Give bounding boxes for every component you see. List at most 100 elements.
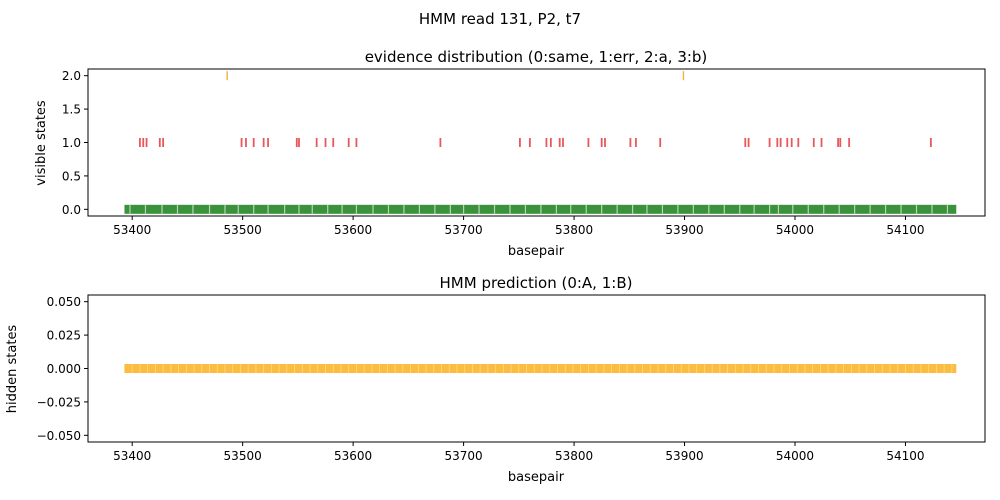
prediction-marker-edge [951,364,953,373]
x-tick-label: 54100 [886,449,924,463]
prediction-marker-edge [526,364,527,373]
prediction-marker-edge [139,364,141,373]
same-state-gap [585,204,587,214]
prediction-marker-edge [386,364,388,373]
error-point [790,138,793,147]
prediction-marker-edge [278,364,280,373]
prediction-marker-edge [247,364,249,373]
prediction-marker-edge [618,364,620,373]
same-state-gap [555,204,557,214]
prediction-marker-edge [472,364,473,373]
same-state-gap [884,204,887,214]
prediction-marker-edge [905,364,906,373]
same-state-gap [418,204,421,214]
same-state-gap [753,204,755,214]
prediction-marker-edge [533,364,535,373]
same-state-gap [915,204,918,214]
prediction-marker-edge [804,364,806,373]
error-point [837,138,839,147]
prediction-marker-edge [866,364,868,373]
same-state-gap [253,204,255,214]
prediction-marker-edge [209,364,210,373]
same-state-gap [355,204,358,214]
x-tick-label: 53600 [334,449,372,463]
prediction-marker-edge [317,364,319,373]
error-point [240,138,243,147]
prediction-y-label: hidden states [5,325,20,414]
error-point [145,138,148,147]
y-tick-label: 0.000 [47,362,81,376]
evidence-panel: evidence distribution (0:same, 1:err, 2:… [34,48,986,259]
prediction-marker-edge [781,364,783,373]
prediction-marker-edge [518,364,520,373]
same-state-gap [540,204,542,214]
x-tick-label: 53700 [444,223,482,237]
prediction-marker-edge [224,364,226,373]
prediction-marker-edge [124,364,125,373]
same-state-gap [267,204,269,214]
x-tick-label: 53900 [665,223,703,237]
error-point [519,138,521,147]
prediction-marker-edge [541,364,543,373]
a-state-point [226,71,228,81]
error-point [776,138,779,147]
error-point [604,138,606,147]
same-state-gap [208,204,211,214]
prediction-marker-edge [464,364,466,373]
prediction-marker-edge [417,364,419,373]
prediction-marker-edge [850,364,852,373]
prediction-marker-edge [742,364,744,373]
prediction-marker-edge [874,364,875,373]
same-state-gap [723,204,725,214]
error-point [562,138,564,147]
prediction-marker-edge [340,364,342,373]
prediction-marker-edge [147,364,149,373]
x-tick-label: 53800 [555,223,593,237]
error-point [245,138,247,147]
error-point [848,138,851,147]
prediction-marker-edge [193,364,195,373]
prediction-marker-edge [448,364,450,373]
same-state-gap [462,204,465,214]
prediction-marker-edge [719,364,721,373]
same-state-gap [792,204,794,214]
prediction-marker-edge [820,364,821,373]
x-tick-label: 53400 [113,449,151,463]
prediction-marker-edge [827,364,829,373]
prediction-marker-edge [232,364,234,373]
error-point [142,138,145,147]
error-point [747,138,750,147]
x-tick-label: 53500 [224,449,262,463]
y-tick-label: 0.5 [62,169,81,183]
error-point [929,138,932,147]
same-state-gap [144,204,147,214]
same-state-gap [478,204,480,214]
same-state-gap [768,204,771,214]
prediction-marker-edge [170,364,172,373]
same-state-gap [632,204,634,214]
prediction-marker-edge [680,364,682,373]
error-point [545,138,548,147]
same-state-gap [570,204,572,214]
same-state-gap [823,204,825,214]
y-tick-label: 1.0 [62,136,81,150]
x-tick-label: 53600 [334,223,372,237]
evidence-y-axis: 0.0 0.5 1.0 1.5 2.0 [62,69,88,217]
error-point [549,138,552,147]
same-state-gap [739,204,741,214]
error-point [587,138,590,147]
same-state-gap [661,204,664,214]
prediction-marker-edge [201,364,203,373]
same-state-gap [931,204,933,214]
prediction-marker-edge [240,364,241,373]
same-state-gap [708,204,710,214]
prediction-marker-edge [727,364,729,373]
error-point [635,138,637,147]
prediction-marker-edge [611,364,613,373]
error-point [629,138,632,147]
prediction-marker-edge [456,364,458,373]
a-state-point [682,71,685,81]
same-state-gap [601,204,603,214]
prediction-marker-edge [595,364,597,373]
same-state-gap [327,204,329,214]
